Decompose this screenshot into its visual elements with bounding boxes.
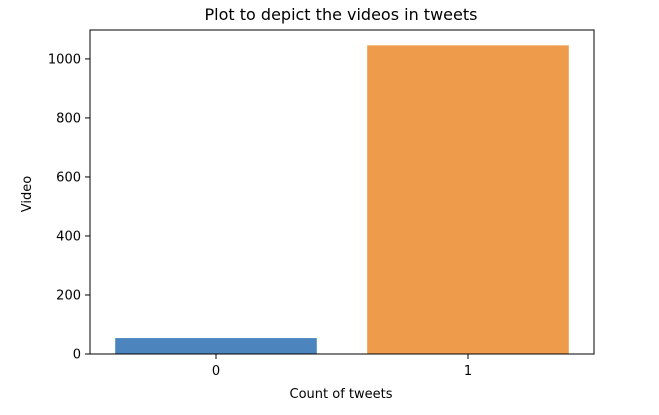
- y-tick-label: 0: [73, 348, 81, 363]
- bars-group: [115, 45, 569, 354]
- bar-0: [115, 338, 317, 354]
- x-tick-label: 0: [212, 364, 220, 379]
- y-tick-label: 800: [56, 111, 81, 126]
- x-axis-label: Count of tweets: [290, 387, 393, 402]
- y-axis: 0 200 400 600 800 1000: [48, 52, 90, 362]
- y-axis-label: Video: [20, 176, 35, 212]
- y-tick-label: 400: [56, 229, 81, 244]
- y-tick-label: 1000: [48, 52, 81, 67]
- bar-1: [367, 45, 569, 354]
- y-tick-label: 200: [56, 288, 81, 303]
- chart-title: Plot to depict the videos in tweets: [205, 5, 478, 24]
- x-tick-label: 1: [464, 364, 472, 379]
- y-tick-label: 600: [56, 170, 81, 185]
